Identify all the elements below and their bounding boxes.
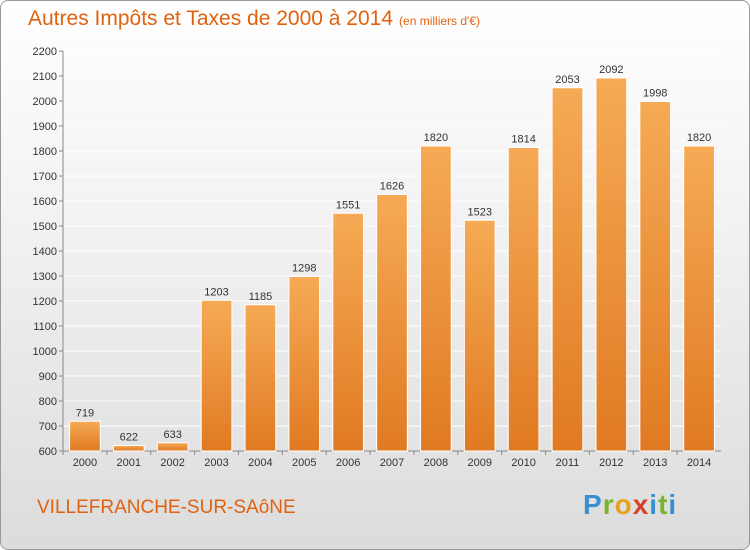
x-tick-label: 2003 — [204, 457, 228, 469]
bar — [332, 212, 364, 452]
logo-letter: P — [583, 489, 603, 520]
bar — [683, 145, 715, 452]
x-tick-label: 2009 — [467, 457, 491, 469]
y-tick-label: 1800 — [33, 146, 57, 158]
data-label: 1551 — [336, 199, 360, 211]
y-tick-label: 700 — [39, 421, 57, 433]
data-label: 1814 — [511, 134, 535, 146]
bar — [112, 445, 145, 452]
proxiti-logo: Proxiti — [583, 489, 677, 521]
bar — [463, 219, 496, 452]
x-tick-label: 2014 — [687, 457, 711, 469]
city-name: VILLEFRANCHE-SUR-SAôNE — [37, 497, 296, 518]
logo-letter: i — [668, 489, 678, 520]
bar — [244, 304, 277, 452]
logo-letter: r — [602, 489, 615, 520]
bar — [551, 87, 584, 452]
data-label: 1820 — [424, 132, 448, 144]
bar — [69, 420, 101, 452]
x-tick-label: 2013 — [643, 457, 667, 469]
y-tick-label: 1700 — [33, 171, 57, 183]
x-tick-label: 2001 — [117, 457, 141, 469]
x-tick-label: 2000 — [73, 457, 97, 469]
y-tick-label: 1000 — [33, 346, 57, 358]
bar — [595, 77, 628, 452]
y-tick-label: 2200 — [33, 46, 57, 58]
y-tick-label: 1600 — [33, 196, 57, 208]
y-tick-label: 800 — [39, 396, 57, 408]
data-label: 2053 — [555, 74, 579, 86]
y-tick-label: 1300 — [33, 271, 57, 283]
data-label: 1185 — [249, 291, 273, 303]
data-label: 1203 — [204, 286, 228, 298]
y-tick-label: 900 — [39, 371, 57, 383]
bar — [639, 101, 672, 452]
data-label: 719 — [76, 407, 94, 419]
x-tick-label: 2002 — [160, 457, 184, 469]
x-tick-label: 2012 — [599, 457, 623, 469]
bar — [507, 147, 540, 452]
data-label: 1626 — [380, 181, 404, 193]
bar — [420, 145, 452, 452]
y-tick-label: 1100 — [33, 321, 57, 333]
x-tick-label: 2008 — [424, 457, 448, 469]
y-tick-label: 2100 — [33, 71, 57, 83]
y-tick-label: 1900 — [33, 121, 57, 133]
logo-letter: x — [632, 489, 650, 520]
data-label: 2092 — [599, 64, 623, 76]
data-label: 1998 — [643, 88, 667, 100]
data-label: 622 — [120, 432, 138, 444]
data-label: 1820 — [687, 132, 711, 144]
chart-title: Autres Impôts et Taxes de 2000 à 2014 (en… — [28, 7, 480, 31]
title-unit: (en milliers d'€) — [399, 14, 481, 28]
bar — [156, 442, 189, 452]
y-tick-label: 1400 — [33, 246, 57, 258]
bar — [288, 276, 321, 452]
y-tick-label: 1500 — [33, 221, 57, 233]
x-tick-label: 2007 — [380, 457, 404, 469]
data-label: 1523 — [467, 206, 491, 218]
logo-letter: i — [649, 489, 659, 520]
y-tick-label: 1200 — [33, 296, 57, 308]
logo-letter: o — [614, 489, 633, 520]
y-tick-label: 600 — [39, 446, 57, 458]
x-tick-label: 2006 — [336, 457, 360, 469]
x-tick-label: 2011 — [556, 457, 580, 469]
x-tick-label: 2004 — [248, 457, 272, 469]
data-label: 1298 — [292, 263, 316, 275]
y-tick-label: 2000 — [33, 96, 57, 108]
logo-letter: t — [658, 489, 669, 520]
bar — [200, 299, 233, 452]
data-label: 633 — [163, 429, 181, 441]
title-main: Autres Impôts et Taxes de 2000 à 2014 — [28, 7, 394, 30]
x-tick-label: 2005 — [292, 457, 316, 469]
x-tick-label: 2010 — [511, 457, 535, 469]
bar — [376, 194, 408, 452]
